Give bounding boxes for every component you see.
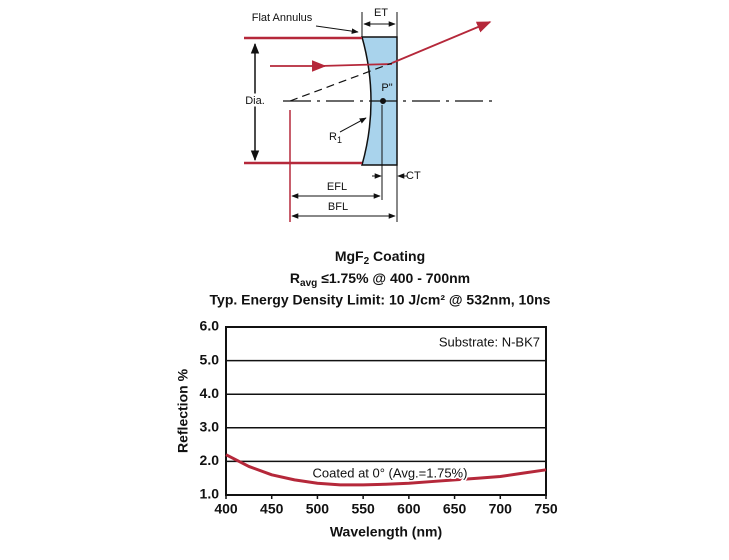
- plot-frame: [225, 326, 547, 496]
- y-tick-label: 3.0: [200, 419, 220, 435]
- y-tick-label: 5.0: [200, 351, 220, 367]
- label: CT: [406, 170, 421, 182]
- y-tick-label: 2.0: [200, 452, 220, 468]
- chart-subtitle: ≤1.75% @ 400 - 700nm: [317, 270, 470, 286]
- x-tick-label: 750: [534, 501, 558, 517]
- x-tick-label: 500: [306, 501, 330, 517]
- label: ET: [374, 7, 388, 19]
- x-axis-label: Wavelength (nm): [330, 524, 442, 540]
- principal-point: [380, 98, 386, 104]
- ray-in: [319, 63, 393, 67]
- chart-subtitle: Typ. Energy Density Limit: 10 J/cm² @ 53…: [210, 292, 551, 308]
- r1-arrow: [339, 117, 367, 133]
- y-tick-label: 1.0: [200, 486, 220, 502]
- line: [225, 453, 547, 487]
- label: R1: [329, 131, 342, 145]
- y-tick-label: 4.0: [200, 385, 220, 401]
- chart-title: MgF2 Coating: [335, 248, 425, 267]
- x-tick-label: 450: [260, 501, 284, 517]
- x-tick-label: 650: [443, 501, 467, 517]
- label: Flat Annulus: [252, 12, 313, 24]
- chart-subtitle: Ravg ≤1.75% @ 400 - 700nm: [290, 270, 470, 289]
- chart-subtitle: R: [290, 270, 300, 286]
- chart: MgF2 Coating Ravg ≤1.75% @ 400 - 700nm T…: [175, 248, 558, 540]
- annulus-arrow: [315, 25, 359, 34]
- label: EFL: [327, 181, 347, 193]
- annotation: Coated at 0° (Avg.=1.75%): [313, 465, 468, 480]
- x-tick-label: 600: [397, 501, 421, 517]
- label: BFL: [328, 201, 348, 213]
- chart-title: MgF: [335, 248, 364, 264]
- virtual-ray: [289, 62, 393, 102]
- annotation: Substrate: N-BK7: [439, 334, 540, 349]
- x-tick-label: 550: [351, 501, 375, 517]
- x-tick-label: 700: [489, 501, 513, 517]
- x-tick-label: 400: [214, 501, 238, 517]
- label: R: [329, 131, 337, 143]
- chart-title: 2: [364, 256, 370, 267]
- label: 1: [337, 135, 342, 145]
- chart-title: Coating: [369, 248, 425, 264]
- label: Dia.: [245, 95, 265, 107]
- chart-subtitle: avg: [300, 278, 317, 289]
- lens-diagram: Flat Annulus ET Dia. P" R1 EFL BFL CT: [243, 7, 495, 222]
- y-axis-label: Reflection %: [175, 368, 191, 453]
- ray-out: [391, 21, 492, 64]
- y-tick-label: 6.0: [200, 318, 220, 334]
- label: P": [381, 82, 392, 94]
